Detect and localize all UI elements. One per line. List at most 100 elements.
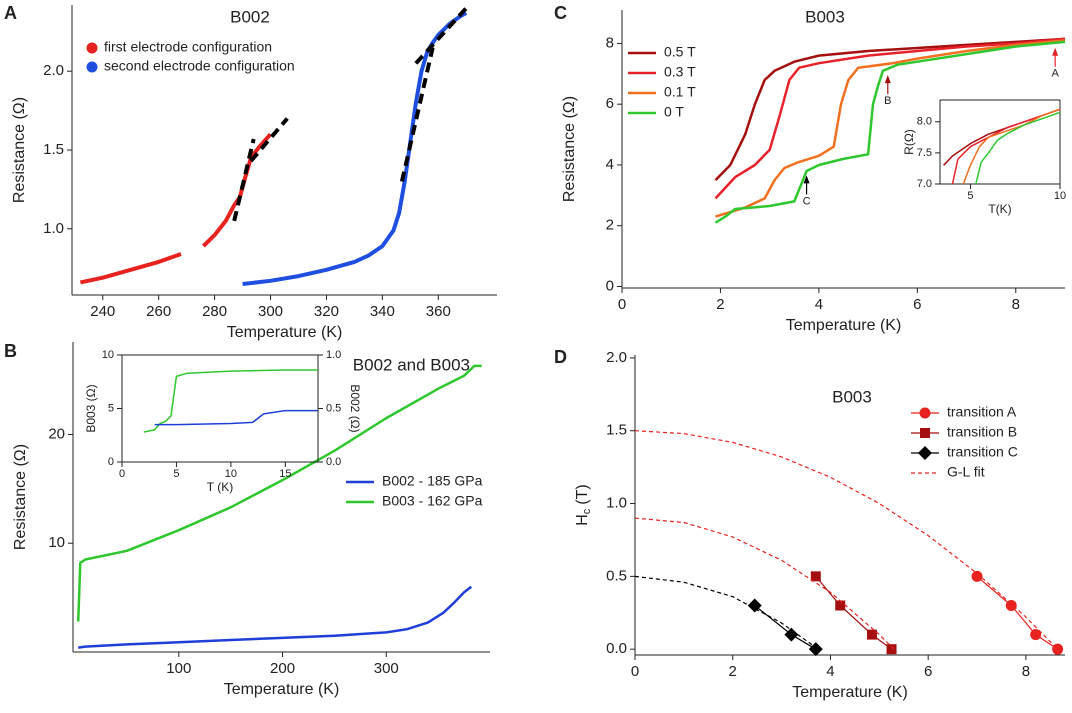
fit-line xyxy=(414,6,468,65)
x-tick-label: 100 xyxy=(166,660,191,677)
data-line xyxy=(78,585,473,649)
panel-label: B xyxy=(4,341,17,361)
y2-axis-label: B002 (Ω) xyxy=(348,384,362,432)
x-tick-label: 280 xyxy=(202,303,227,320)
y-axis-label-sub: c xyxy=(581,508,593,514)
fit-line xyxy=(634,575,819,650)
y-axis-label: Hc (T) xyxy=(574,484,593,526)
x-tick-label: 0 xyxy=(618,296,626,313)
data-line xyxy=(962,108,1061,185)
x-tick-label: 320 xyxy=(314,303,339,320)
y-tick-label: 0 xyxy=(108,456,114,468)
y-tick-label: 5 xyxy=(108,402,114,414)
fit-line xyxy=(399,47,435,182)
y2-tick-label: 0.5 xyxy=(326,402,341,414)
fit-line xyxy=(249,117,289,163)
panel-label: C xyxy=(554,3,567,23)
y-axis-label-part: (T) xyxy=(574,484,591,504)
x-tick-label: 10 xyxy=(225,468,237,480)
y-tick-label: 0.5 xyxy=(606,567,627,584)
panel-label: D xyxy=(554,347,567,367)
data-line xyxy=(143,369,318,433)
legend-label: 0.5 T xyxy=(664,44,696,60)
y-tick-label: 0.0 xyxy=(606,640,627,657)
y2-tick-label: 0.0 xyxy=(326,456,341,468)
y-axis-label-part: H xyxy=(574,514,591,526)
marker xyxy=(866,629,877,640)
legend-label: transition C xyxy=(947,444,1018,460)
y-axis-label: Resistance (Ω) xyxy=(12,444,29,550)
y-axis-label: Resistance (Ω) xyxy=(561,96,578,202)
x-tick-label: 340 xyxy=(370,303,395,320)
arrow-head xyxy=(1052,47,1059,56)
x-axis-label: Temperature (K) xyxy=(227,324,343,341)
legend-label: second electrode configuration xyxy=(104,58,295,74)
x-axis-label: Temperature (K) xyxy=(786,317,902,334)
annotation: C xyxy=(803,195,811,207)
legend-swatch xyxy=(86,61,98,73)
data-line xyxy=(976,575,1059,650)
annotation: A xyxy=(1051,68,1059,80)
y2-tick-label: 1.0 xyxy=(326,349,341,361)
x-tick-label: 360 xyxy=(426,303,451,320)
data-line xyxy=(715,39,1066,218)
marker xyxy=(810,571,821,582)
chart-title: B003 xyxy=(805,7,845,26)
x-tick-label: 8 xyxy=(1022,663,1030,680)
y-tick-label: 7.5 xyxy=(917,147,932,159)
x-axis-label: Temperature (K) xyxy=(224,681,340,698)
y-tick-label: 6 xyxy=(606,95,614,112)
marker xyxy=(886,644,897,655)
marker xyxy=(1030,629,1042,641)
legend-label: transition B xyxy=(947,424,1017,440)
marker xyxy=(747,598,762,613)
marker xyxy=(1005,599,1017,611)
data-line xyxy=(242,11,468,286)
x-tick-label: 240 xyxy=(90,303,115,320)
arrow-head xyxy=(803,175,810,184)
y-tick-label: 4 xyxy=(606,156,614,173)
chart-title: B002 xyxy=(230,7,270,26)
y-axis-label: B003 (Ω) xyxy=(84,384,98,432)
marker xyxy=(918,446,932,460)
marker xyxy=(835,600,846,611)
y-tick-label: 7.0 xyxy=(917,178,932,190)
marker xyxy=(920,428,930,438)
data-line xyxy=(714,40,1066,224)
y-axis-label: Resistance (Ω) xyxy=(11,97,28,203)
y-tick-label: 1.5 xyxy=(606,422,627,439)
y-axis-label: R(Ω) xyxy=(902,129,916,155)
x-axis-label: T(K) xyxy=(988,202,1011,216)
annotation: B xyxy=(884,95,891,107)
y-tick-label: 1.5 xyxy=(43,141,64,158)
legend-label: 0.3 T xyxy=(664,64,696,80)
x-tick-label: 200 xyxy=(270,660,295,677)
chart-title: B003 xyxy=(832,387,872,406)
x-tick-label: 5 xyxy=(173,468,179,480)
x-tick-label: 4 xyxy=(826,663,834,680)
marker xyxy=(971,570,983,582)
x-tick-label: 15 xyxy=(279,468,291,480)
legend-label: 0.1 T xyxy=(664,84,696,100)
x-tick-label: 4 xyxy=(815,296,823,313)
x-tick-label: 6 xyxy=(913,296,921,313)
y-tick-label: 20 xyxy=(48,425,65,442)
y-tick-label: 2.0 xyxy=(43,62,64,79)
legend-label: first electrode configuration xyxy=(104,39,272,55)
arrow-head xyxy=(884,75,891,84)
marker xyxy=(919,407,931,419)
x-axis-label: T (K) xyxy=(207,480,233,494)
legend-label: transition A xyxy=(947,404,1017,420)
data-line xyxy=(79,132,272,285)
x-tick-label: 10 xyxy=(1054,190,1066,202)
marker xyxy=(784,627,799,642)
data-line xyxy=(815,576,892,650)
legend-label: B003 - 162 GPa xyxy=(382,493,483,509)
legend-swatch xyxy=(86,42,98,54)
y-tick-label: 0 xyxy=(606,277,614,294)
data-line xyxy=(951,108,1061,185)
y-tick-label: 8.0 xyxy=(917,116,932,128)
legend-label: G-L fit xyxy=(947,464,985,480)
data-line xyxy=(714,37,1066,200)
fit-line xyxy=(634,430,1059,650)
